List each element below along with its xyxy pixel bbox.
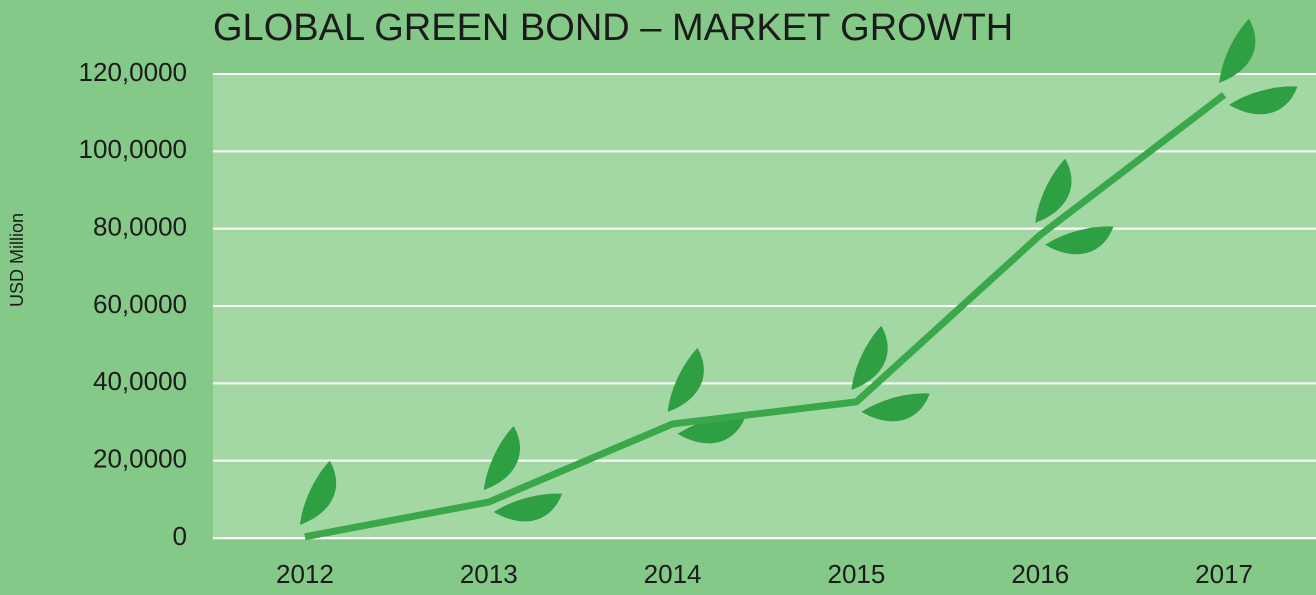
- leaf: [861, 393, 930, 422]
- x-tick-label: 2012: [276, 559, 334, 589]
- y-axis-label: USD Million: [7, 213, 27, 307]
- y-tick-label: 0: [173, 521, 187, 551]
- y-tick-label: 40,0000: [93, 366, 187, 396]
- y-tick-label: 80,0000: [93, 212, 187, 242]
- y-tick-label: 20,0000: [93, 444, 187, 474]
- y-tick-label: 100,0000: [79, 134, 187, 164]
- leaf: [1229, 86, 1298, 115]
- x-tick-label: 2015: [827, 559, 885, 589]
- chart-title: GLOBAL GREEN BOND – MARKET GROWTH: [213, 7, 1013, 49]
- leaf: [483, 425, 520, 491]
- leaf: [299, 460, 337, 525]
- leaf: [851, 325, 888, 390]
- leaf: [1045, 226, 1114, 255]
- leaf: [493, 493, 563, 522]
- leaf: [1219, 18, 1256, 83]
- x-tick-label: 2013: [460, 559, 518, 589]
- x-tick-label: 2014: [644, 559, 702, 589]
- leaf: [667, 347, 704, 412]
- leaf: [677, 415, 746, 444]
- data-line: [304, 92, 1227, 541]
- x-tick-label: 2017: [1195, 559, 1253, 589]
- x-tick-label: 2016: [1011, 559, 1069, 589]
- leaf: [1035, 158, 1072, 223]
- y-tick-label: 120,0000: [79, 57, 187, 87]
- y-tick-label: 60,0000: [93, 289, 187, 319]
